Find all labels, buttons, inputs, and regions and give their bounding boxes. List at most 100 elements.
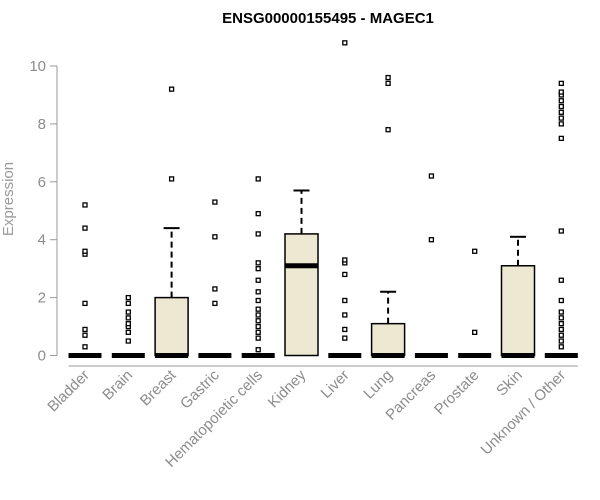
y-tick-label: 8 — [38, 116, 46, 133]
median-line — [68, 353, 102, 358]
box-body — [370, 322, 406, 357]
outlier-point — [385, 127, 391, 133]
outlier-point — [558, 89, 564, 95]
outlier-point — [558, 315, 564, 321]
median-line — [458, 353, 492, 358]
outlier-point — [385, 80, 391, 87]
outlier-point — [212, 234, 218, 240]
x-tick-label: Brain — [99, 367, 136, 404]
outlier-point — [255, 289, 261, 295]
outlier-point — [558, 309, 564, 315]
outlier-point — [385, 74, 391, 81]
outlier-point — [342, 297, 348, 304]
outlier-point — [428, 237, 435, 243]
outlier-point — [82, 344, 88, 350]
box-kidney — [284, 189, 319, 357]
outlier-point — [558, 98, 564, 104]
outlier-point — [125, 315, 131, 321]
outlier-point — [472, 329, 478, 335]
median-line — [155, 353, 189, 358]
outlier-point — [342, 326, 348, 333]
outlier-point — [255, 260, 261, 266]
y-tick-label: 0 — [38, 348, 46, 365]
outlier-point — [558, 277, 564, 283]
outlier-point — [255, 335, 261, 341]
box-brain — [111, 294, 145, 358]
outlier-point — [255, 306, 261, 312]
outlier-point — [82, 300, 88, 307]
outlier-point — [255, 210, 261, 217]
outlier-point — [255, 297, 261, 304]
box-prostate — [458, 248, 492, 358]
median-line — [371, 353, 405, 358]
y-tick-label: 10 — [29, 58, 46, 75]
outlier-point — [168, 86, 175, 92]
outlier-point — [125, 300, 131, 307]
outlier-point — [342, 257, 348, 263]
outlier-point — [255, 277, 261, 283]
box-breast — [154, 86, 189, 358]
outlier-point — [125, 321, 131, 327]
outlier-point — [82, 202, 88, 208]
outlier-point — [125, 338, 131, 344]
outlier-point — [558, 228, 564, 234]
outlier-point — [212, 300, 218, 307]
outlier-point — [255, 347, 261, 353]
outlier-point — [558, 103, 564, 110]
median-line — [544, 353, 578, 358]
outlier-point — [255, 312, 261, 318]
outlier-point — [558, 115, 564, 121]
outlier-point — [472, 248, 478, 254]
x-tick-label: Kidney — [265, 366, 310, 411]
outlier-point — [255, 318, 261, 324]
box-bladder — [68, 202, 102, 358]
x-tick-label: Breast — [137, 366, 180, 409]
box-body — [500, 265, 536, 357]
outlier-point — [558, 109, 564, 115]
outlier-point — [255, 329, 261, 335]
outlier-point — [428, 173, 435, 179]
outlier-point — [168, 176, 175, 182]
outlier-point — [342, 40, 348, 46]
box-lung — [370, 74, 406, 358]
x-tick-label: Liver — [318, 367, 353, 402]
chart-title: ENSG00000155495 - MAGEC1 — [222, 10, 434, 27]
median-line — [111, 353, 145, 358]
outlier-point — [558, 332, 564, 338]
median-line — [241, 353, 275, 358]
box-body — [284, 233, 319, 357]
median-line — [414, 353, 448, 358]
outlier-point — [125, 294, 131, 301]
plot-area — [68, 40, 578, 367]
outlier-point — [558, 326, 564, 333]
y-axis: 0 2 4 6 8 10 — [29, 58, 58, 365]
box-skin — [500, 235, 536, 358]
outlier-point — [558, 321, 564, 327]
outlier-point — [255, 176, 261, 182]
outlier-point — [558, 297, 564, 304]
outlier-point — [255, 265, 261, 272]
outlier-point — [558, 135, 564, 142]
x-tick-label: Lung — [360, 367, 396, 403]
x-tick-label: Prostate — [431, 367, 483, 419]
box-liver — [328, 40, 362, 358]
outlier-point — [342, 335, 348, 341]
outlier-point — [82, 332, 88, 338]
y-tick-label: 2 — [38, 290, 46, 307]
x-tick-label: Skin — [493, 367, 526, 400]
box-hematopoietic-cells — [241, 176, 275, 358]
box-unknown-other — [544, 80, 578, 358]
outlier-point — [125, 329, 131, 335]
outlier-point — [82, 248, 88, 254]
y-axis-label: Expression — [0, 162, 17, 236]
outlier-point — [558, 121, 564, 127]
median-line — [328, 353, 362, 358]
median-line — [198, 353, 232, 358]
outlier-point — [255, 231, 261, 237]
outlier-point — [255, 323, 261, 330]
box-body — [154, 296, 189, 357]
outlier-point — [212, 286, 218, 292]
outlier-point — [342, 271, 348, 278]
